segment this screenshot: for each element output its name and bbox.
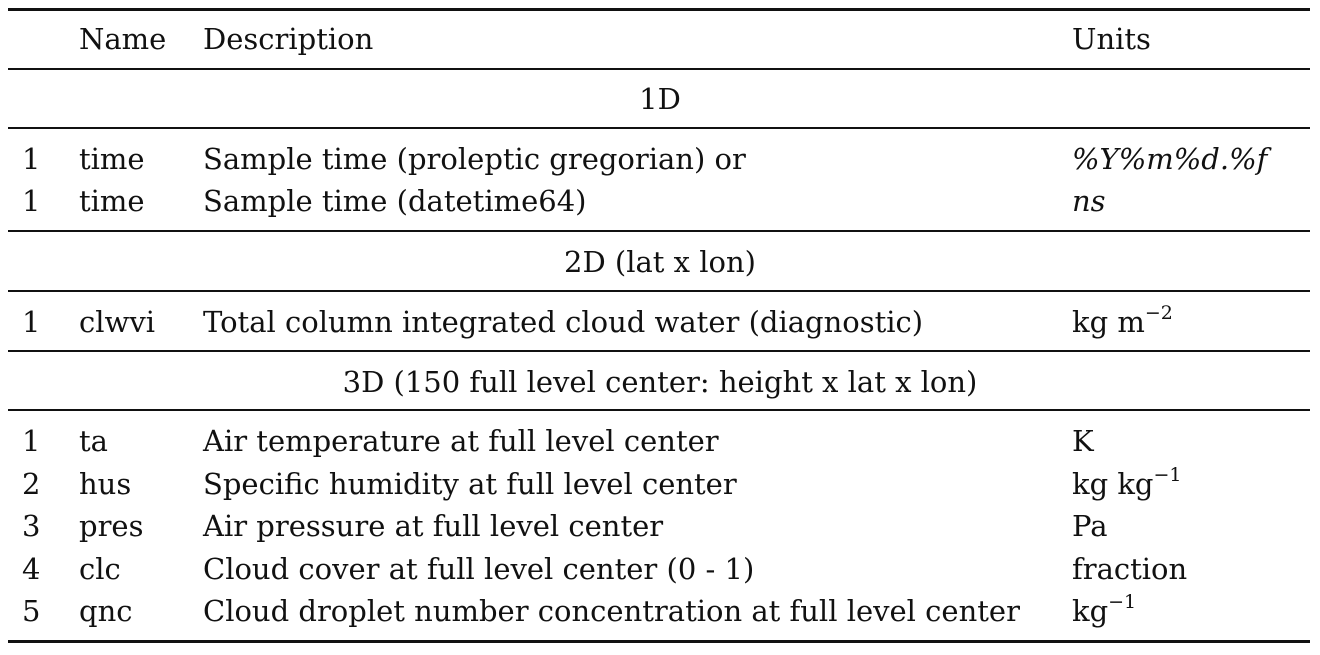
bottom-rule [8, 640, 1310, 643]
units-base: fraction [1072, 552, 1188, 586]
units-base: kg m [1072, 305, 1145, 339]
section-rule-2d [8, 290, 1310, 292]
units-base: Pa [1072, 509, 1108, 543]
row-description: Specific humidity at full level center [203, 467, 737, 501]
row-name: time [79, 142, 145, 176]
row-name: clc [79, 552, 121, 586]
units-exponent: −1 [1153, 464, 1182, 486]
row-units: kg kg−1 [1072, 463, 1182, 505]
row-name: hus [79, 467, 132, 501]
row-units: %Y%m%d.%f [1072, 138, 1267, 180]
row-name: clwvi [79, 305, 155, 339]
row-units: K [1072, 420, 1094, 462]
row-units: fraction [1072, 548, 1187, 590]
row-index: 5 [22, 594, 41, 628]
table-row: 4 clc Cloud cover at full level center (… [0, 548, 1320, 590]
section-title-2d: 2D (lat x lon) [564, 245, 756, 279]
row-units: ns [1072, 180, 1106, 222]
row-units: kg m−2 [1072, 301, 1173, 343]
table-row: 1 time Sample time (datetime64) ns [0, 180, 1320, 222]
row-index: 4 [22, 552, 41, 586]
row-index: 1 [22, 142, 41, 176]
units-base: K [1072, 424, 1094, 458]
row-description: Total column integrated cloud water (dia… [203, 305, 924, 339]
units-base: kg [1072, 594, 1109, 628]
row-name: qnc [79, 594, 133, 628]
table-row: 1 clwvi Total column integrated cloud wa… [0, 301, 1320, 343]
row-index: 3 [22, 509, 41, 543]
row-name: time [79, 184, 145, 218]
table-row: 5 qnc Cloud droplet number concentration… [0, 590, 1320, 632]
row-index: 1 [22, 305, 41, 339]
row-description: Air temperature at full level center [203, 424, 719, 458]
header-name: Name [79, 22, 167, 56]
table-row: 3 pres Air pressure at full level center… [0, 505, 1320, 547]
row-index: 1 [22, 184, 41, 218]
header-units: Units [1072, 22, 1151, 56]
row-units: kg−1 [1072, 590, 1136, 632]
row-description: Air pressure at full level center [203, 509, 664, 543]
row-index: 1 [22, 424, 41, 458]
section-top-rule-2d [8, 230, 1310, 232]
row-description: Cloud cover at full level center (0 - 1) [203, 552, 755, 586]
units-exponent: −2 [1144, 302, 1173, 324]
section-rule-1d [8, 127, 1310, 129]
table-row: 1 time Sample time (proleptic gregorian)… [0, 138, 1320, 180]
units-base: ns [1072, 184, 1106, 218]
top-rule [8, 8, 1310, 11]
section-title-3d: 3D (150 full level center: height x lat … [342, 365, 978, 399]
row-description: Sample time (proleptic gregorian) or [203, 142, 746, 176]
section-title-1d: 1D [639, 82, 681, 116]
row-index: 2 [22, 467, 41, 501]
units-base: kg kg [1072, 467, 1154, 501]
row-name: ta [79, 424, 108, 458]
header-description: Description [203, 22, 374, 56]
header-rule [8, 68, 1310, 70]
table-row: 2 hus Specific humidity at full level ce… [0, 463, 1320, 505]
row-description: Sample time (datetime64) [203, 184, 587, 218]
section-top-rule-3d [8, 350, 1310, 352]
table-row: 1 ta Air temperature at full level cente… [0, 420, 1320, 462]
units-base: %Y%m%d.%f [1072, 142, 1268, 176]
row-description: Cloud droplet number concentration at fu… [203, 594, 1020, 628]
row-name: pres [79, 509, 144, 543]
header-row: Name Description Units [0, 18, 1320, 60]
units-exponent: −1 [1108, 591, 1137, 613]
row-units: Pa [1072, 505, 1108, 547]
section-rule-3d [8, 409, 1310, 411]
